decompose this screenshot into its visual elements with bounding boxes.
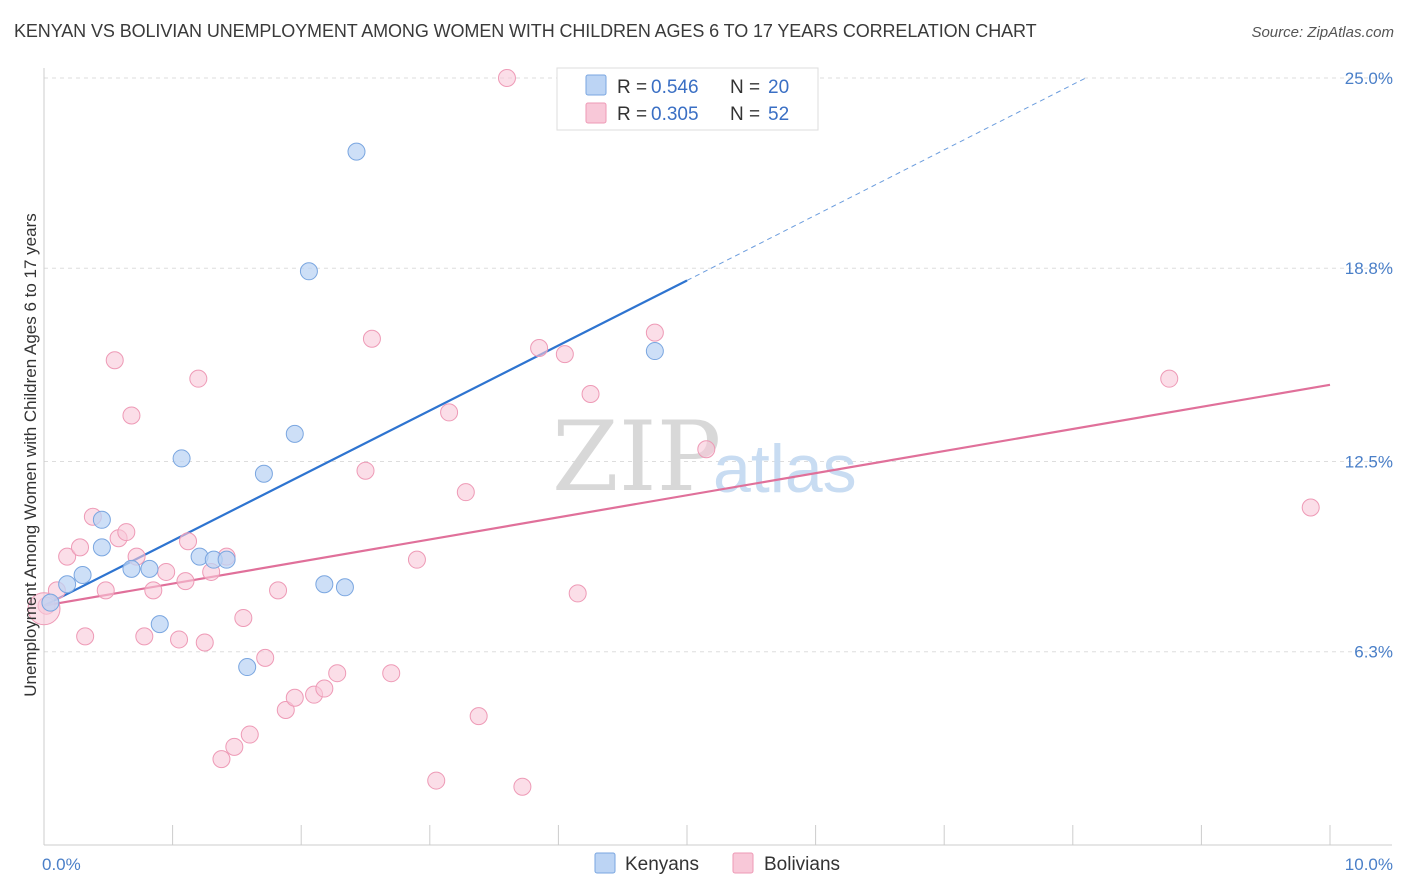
kenyans-point [285,424,304,443]
bolivians-point [697,440,716,459]
bolivians-point [356,461,375,480]
bolivians-point [105,351,124,370]
y-tick-label: 18.8% [1345,259,1393,278]
legend-bolivians-n-value: 52 [768,104,789,125]
kenyans-point [92,510,111,529]
bolivians-point [362,329,381,348]
bolivians-point [76,627,95,646]
bolivians-point [135,627,154,646]
grid-layer [44,77,1392,653]
kenyans-point [315,575,334,594]
top-legend: R = 0.546 N = 20 R = 0.305 N = 52 [556,67,819,131]
kenyans-point [347,142,366,161]
bolivians-point [1301,498,1320,517]
bolivians-point [328,664,347,683]
bolivians-point [117,523,136,542]
bolivians-point [144,581,163,600]
bottom-legend-kenyans-label: Kenyans [625,854,699,875]
bottom-legend: Kenyans Bolivians [594,852,840,875]
kenyans-point [299,262,318,281]
x-tick-label: 10.0% [1345,855,1393,874]
bolivians-point [170,630,189,649]
y-axis-label: Unemployment Among Women with Children A… [21,213,40,697]
bolivians-point [212,750,231,769]
bolivians-point [407,550,426,569]
axes-layer [43,68,1392,846]
legend-bolivians-r-value: 0.305 [651,104,699,125]
kenyans-point [645,342,664,361]
bolivians-point [256,648,275,667]
bolivians-point [276,701,295,720]
bolivians-point [58,547,77,566]
bolivians-point [456,483,475,502]
bolivians-point [234,608,253,627]
y-tick-label: 6.3% [1354,643,1393,662]
kenyans-point [122,559,141,578]
bottom-legend-bolivians-swatch [732,852,754,874]
legend-kenyans-r-value: 0.546 [651,77,699,98]
watermark-zip: ZIP [552,401,721,513]
bolivians-point [440,403,459,422]
legend-bolivians-swatch [585,102,607,124]
y-tick-label: 12.5% [1345,453,1393,472]
trend-layer [43,77,1331,607]
bolivians-point [122,406,141,425]
points-layer [27,69,1320,796]
bolivians-point [581,385,600,404]
bolivians-point [1160,369,1179,388]
bolivians-point [225,737,244,756]
legend-kenyans-n-value: 20 [768,77,789,98]
kenyans-point [172,449,191,468]
bolivians-point [315,679,334,698]
bottom-legend-kenyans-swatch [594,852,616,874]
x-tick-label: 0.0% [42,855,81,874]
bolivians-point [157,562,176,581]
kenyans-point [150,615,169,634]
bolivians-point [269,581,288,600]
bolivians-point [568,584,587,603]
bolivians-point [189,369,208,388]
bolivians-point [645,323,664,342]
kenyans-point [73,566,92,585]
kenyans-point [58,575,77,594]
y-tick-label: 25.0% [1345,69,1393,88]
chart-title: KENYAN VS BOLIVIAN UNEMPLOYMENT AMONG WO… [14,21,1037,41]
bolivians-point [555,345,574,364]
kenyans-point [92,538,111,557]
legend-bolivians-r-label: R = [617,104,652,125]
ticks-layer: 6.3% 12.5% 18.8% 25.0% 0.0% 10.0% [42,69,1393,874]
legend-kenyans-r-label: R = [617,77,652,98]
watermark-atlas: atlas [713,431,857,507]
legend-bolivians-n-label: N = [730,104,765,125]
kenyans-trendline [43,279,688,607]
bolivians-point [96,581,115,600]
kenyans-point [335,578,354,597]
bolivians-point [240,725,259,744]
source-label: Source: ZipAtlas.com [1251,24,1394,41]
kenyans-point [217,550,236,569]
bolivians-point [497,69,516,87]
bottom-legend-bolivians-label: Bolivians [764,854,840,875]
bolivians-point [427,771,446,790]
bolivians-point [195,633,214,652]
bolivians-point [179,532,198,551]
bolivians-point [382,664,401,683]
kenyans-point [238,658,257,677]
kenyans-point [41,593,60,612]
bolivians-point [71,538,90,557]
bolivians-point [469,707,488,726]
legend-kenyans-swatch [585,74,607,96]
kenyans-trendline-extension [686,77,1086,281]
bolivians-point [530,338,549,357]
bolivians-trendline [43,383,1331,607]
bolivians-point [176,572,195,591]
bolivians-point [285,688,304,707]
kenyans-point [140,559,159,578]
kenyans-point [254,464,273,483]
bolivians-point [513,777,532,796]
legend-kenyans-n-label: N = [730,77,765,98]
